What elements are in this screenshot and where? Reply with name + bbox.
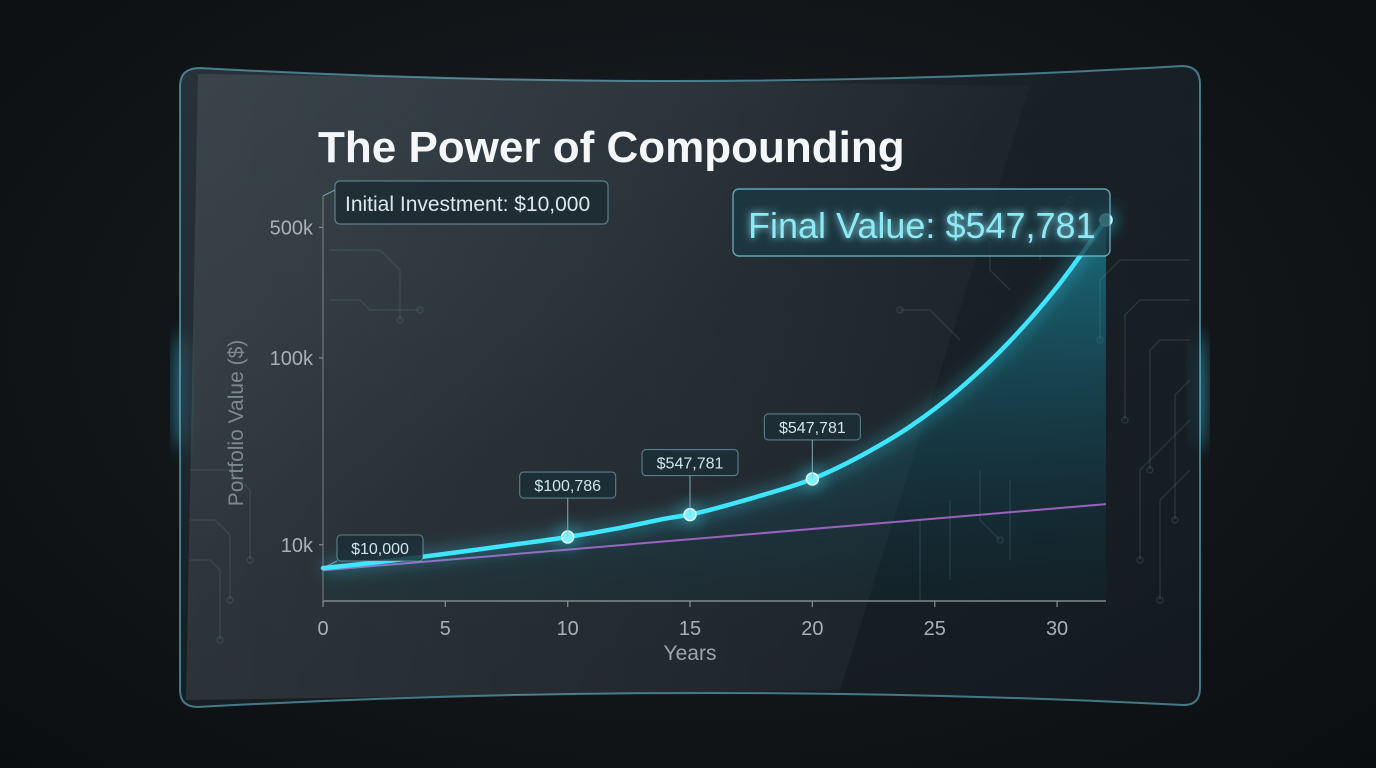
data-label-leader: [322, 560, 338, 569]
circuit-node: [416, 306, 424, 314]
circuit-trace: [1124, 299, 1190, 420]
circuit-node: [226, 596, 234, 604]
circuit-trace: [330, 299, 420, 311]
x-tick-label: 20: [801, 618, 823, 640]
circuit-trace: [190, 519, 231, 600]
label-layer: $10,000 $100,786 $547,781 $547,781: [322, 189, 861, 569]
series-layer: [320, 216, 1111, 574]
data-label-box: [641, 449, 739, 477]
data-label: $100,786: [534, 478, 601, 495]
initial-investment-callout: Initial Investment: $10,000: [334, 180, 609, 225]
circuit-node: [1156, 596, 1164, 604]
initial-callout-box: [334, 180, 609, 225]
circuit-trace: [900, 309, 961, 341]
circuit-trace: [190, 559, 221, 640]
circuit-node: [216, 636, 224, 644]
y-tick-label: 100k: [270, 348, 314, 370]
circuit-trace: [330, 249, 401, 320]
circuit-node: [896, 306, 904, 314]
circuit-node: [1146, 466, 1154, 474]
circuit-node: [1121, 416, 1129, 424]
circuit-trace: [1149, 339, 1190, 470]
y-axis-label: Portfolio Value ($): [225, 340, 248, 507]
final-callout-text: Final Value: $547,781: [748, 205, 1096, 246]
x-tick-label: 10: [557, 618, 579, 640]
initial-callout-leader: [322, 189, 336, 197]
data-label: $547,781: [779, 420, 846, 437]
y-tick-label: 500k: [270, 217, 314, 239]
x-tick-label: 5: [440, 618, 451, 640]
x-tick-label: 0: [317, 618, 328, 640]
circuit-trace: [1174, 379, 1191, 520]
series-line-baseline: [322, 503, 1107, 572]
circuit-node: [396, 316, 404, 324]
y-tick-label: 10k: [281, 535, 314, 557]
x-axis-label: Years: [664, 642, 717, 665]
area-layer: [323, 219, 1106, 601]
data-label: $547,781: [657, 456, 724, 473]
series-area: [323, 219, 1106, 601]
final-callout-box: [732, 188, 1111, 257]
data-label-box: [336, 534, 424, 562]
data-label: $10,000: [351, 541, 409, 558]
data-label-box: [763, 413, 861, 441]
initial-callout-text: Initial Investment: $10,000: [345, 193, 590, 216]
circuit-node: [1136, 556, 1144, 564]
x-tick-label: 15: [679, 618, 701, 640]
axes-layer: 0 5 10 15 20 25 30 10k 100k 500k: [270, 196, 1106, 640]
circuit-trace: [1159, 469, 1191, 600]
x-tick-label: 30: [1046, 618, 1068, 640]
series-line-main: [320, 217, 1109, 571]
final-value-callout: Final Value: $547,781: [732, 188, 1111, 257]
circuit-trace: [1139, 419, 1191, 560]
chart-title: The Power of Compounding: [318, 123, 905, 172]
circuit-node: [246, 556, 254, 564]
circuit-node: [1171, 516, 1179, 524]
circuit-trace: [190, 469, 251, 560]
x-tick-label: 25: [924, 618, 946, 640]
data-label-box: [519, 471, 617, 499]
